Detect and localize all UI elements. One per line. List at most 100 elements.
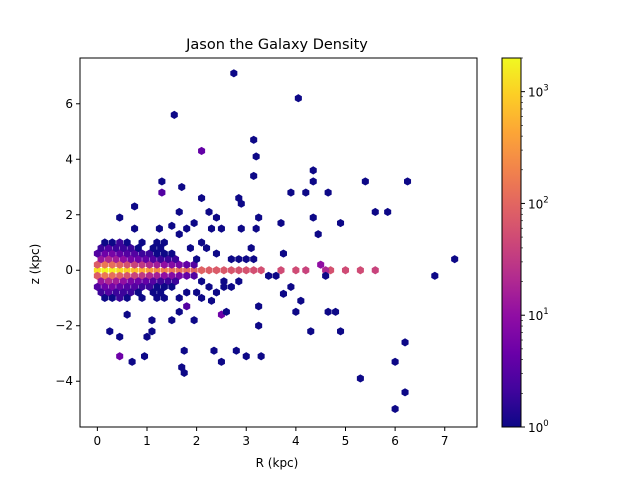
y-axis-label: z (kpc)	[28, 244, 42, 285]
hexbin-cell	[317, 260, 325, 269]
x-axis-label: R (kpc)	[256, 456, 299, 470]
hexbin-cell	[232, 346, 240, 355]
hexbin-cell	[149, 255, 157, 264]
plot-area	[93, 69, 459, 414]
hexbin-cell	[131, 249, 139, 258]
hexbin-cell	[175, 230, 183, 239]
hexbin-cell	[227, 255, 235, 264]
hexbin-cell	[97, 255, 105, 264]
hexbin-cell	[314, 230, 322, 239]
hexbin-cell	[168, 266, 176, 275]
hexbin-cell	[97, 288, 105, 297]
hexbin-cell	[134, 243, 142, 253]
hexbin-cell	[252, 224, 260, 233]
hexbin-cell	[183, 260, 191, 269]
hexbin-cell	[157, 243, 165, 253]
y-tick-label: 2	[65, 208, 73, 222]
hexbin-cell	[265, 271, 273, 280]
colorbar-tick-label: 101	[528, 307, 549, 323]
hexbin-cell	[287, 282, 295, 291]
y-tick-label: −4	[55, 374, 73, 388]
hexbin-cell	[160, 282, 168, 291]
x-tick-label: 4	[292, 434, 300, 448]
hexbin-cell	[384, 207, 392, 217]
x-tick-label: 0	[94, 434, 102, 448]
hexbin-cell	[127, 277, 135, 286]
hexbin-cell	[116, 249, 124, 258]
hexbin-cell	[198, 277, 206, 286]
hexbin-cell	[153, 266, 161, 275]
hexbin-cell	[116, 238, 124, 247]
hexbin-cell	[190, 219, 198, 228]
y-tick-label: 4	[65, 152, 73, 166]
hexbin-cell	[287, 188, 295, 197]
hexbin-cell	[242, 266, 250, 275]
hexbin-cell	[157, 277, 165, 286]
hexbin-cell	[337, 219, 345, 228]
hexbin-cell	[356, 374, 364, 383]
hexbin-cell	[138, 249, 146, 258]
hexbin-cell	[250, 135, 258, 144]
hexbin-cell	[116, 293, 124, 303]
hexbin-cell	[322, 266, 330, 275]
hexbin-cell	[108, 282, 116, 291]
hexbin-cell	[175, 266, 183, 275]
hexbin-cell	[401, 338, 409, 347]
hexbin-cell	[131, 271, 139, 280]
hexbin-cell	[160, 249, 168, 258]
hexbin-cell	[157, 255, 165, 264]
hexbin-cell	[157, 288, 165, 297]
hexbin-cell	[138, 271, 146, 280]
hexbin-cell	[332, 307, 340, 316]
hexbin-cell	[131, 202, 139, 211]
x-tick-label: 3	[242, 434, 250, 448]
hexbin-cell	[212, 266, 220, 275]
hexbin-cell	[180, 346, 188, 355]
hexbin-cell	[186, 243, 194, 253]
hexbin-cell	[101, 293, 109, 303]
hexbin-cell	[123, 238, 131, 247]
hexbin-cell	[116, 260, 124, 269]
hexbin-cell	[138, 282, 146, 291]
hexbin-cell	[145, 271, 153, 280]
hexbin-cell	[128, 357, 136, 366]
hexbin-cell	[401, 388, 409, 397]
hexbin-cell	[119, 277, 127, 286]
hexbin-cell	[138, 293, 146, 303]
hexbin-cell	[217, 224, 225, 233]
hexbin-cell	[205, 266, 213, 275]
hexbin-cell	[235, 266, 243, 275]
hexbin-cell	[116, 352, 124, 361]
hexbin-cell	[175, 271, 183, 280]
hexbin-cell	[227, 266, 235, 275]
hexbin-cell	[190, 266, 198, 275]
hexbin-cell	[391, 404, 399, 414]
hexbin-cell	[153, 238, 161, 247]
hexbin-cell	[309, 166, 317, 175]
hexbin-cell	[93, 249, 101, 258]
hexbin-cell	[198, 194, 206, 203]
hexbin-cell	[108, 249, 116, 258]
hexbin-cell	[108, 271, 116, 280]
hexbin-cell	[198, 266, 206, 275]
hexbin-cell	[131, 224, 139, 233]
hexbin-cell	[127, 243, 135, 253]
hexbin-cell	[101, 266, 109, 275]
hexbin-cell	[155, 224, 163, 233]
hexbin-cell	[93, 260, 101, 269]
hexbin-cell	[250, 266, 258, 275]
hexbin-cell	[153, 293, 161, 303]
hexbin-cell	[123, 310, 131, 319]
hexbin-cell	[255, 213, 263, 222]
hexbin-cell	[106, 327, 114, 336]
hexbin-cell	[235, 194, 243, 203]
hexbin-cell	[292, 266, 300, 275]
hexbin-cell	[292, 307, 300, 316]
hexbin-cell	[108, 293, 116, 303]
hexbin-cell	[112, 255, 120, 264]
colorbar: 100 101 102 103	[501, 57, 549, 435]
hexbin-cell	[324, 307, 332, 316]
x-tick-label: 2	[193, 434, 201, 448]
hexbin-cell	[142, 277, 150, 286]
hexbin-cell	[170, 110, 178, 119]
